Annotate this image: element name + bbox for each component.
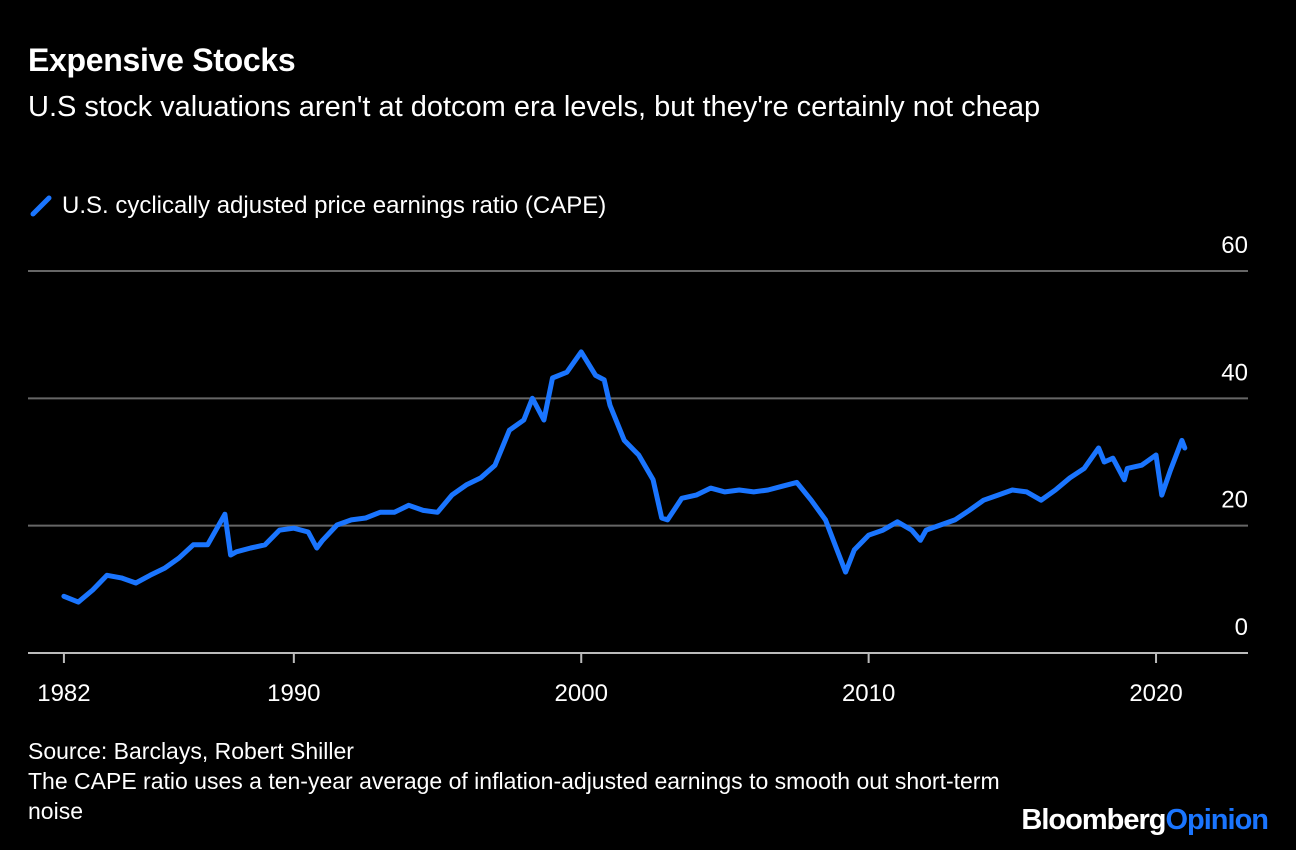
chart: 0 20 40 60 1982 1990 2000 2010 2020	[28, 232, 1248, 707]
y-tick-label: 60	[1221, 232, 1248, 259]
chart-title: Expensive Stocks	[28, 42, 296, 78]
x-tick-label: 2000	[555, 680, 608, 707]
legend: U.S. cyclically adjusted price earnings …	[30, 192, 606, 220]
data-line	[61, 349, 1188, 605]
x-tick-label: 2020	[1129, 680, 1182, 707]
brand-part: Bloomberg	[1021, 804, 1166, 836]
brand-logo: BloombergOpinion	[1021, 804, 1269, 837]
x-tick-label: 2010	[842, 680, 895, 707]
legend-swatch	[30, 195, 52, 217]
source: Source: Barclays, Robert Shiller	[28, 738, 354, 764]
y-tick-label: 20	[1221, 487, 1248, 514]
note: The CAPE ratio uses a ten-year average o…	[28, 768, 1000, 824]
brand-part: Opinion	[1165, 804, 1269, 836]
legend-label: U.S. cyclically adjusted price earnings …	[62, 192, 607, 219]
x-tick-label: 1982	[37, 680, 90, 707]
x-tick-label: 1990	[267, 680, 320, 707]
y-tick-label: 40	[1221, 359, 1248, 386]
chart-subtitle: U.S stock valuations aren't at dotcom er…	[28, 91, 1041, 123]
y-tick-label: 0	[1235, 614, 1248, 641]
